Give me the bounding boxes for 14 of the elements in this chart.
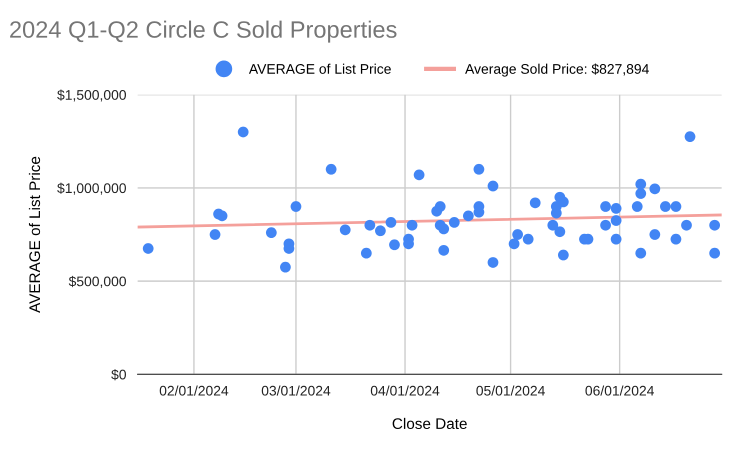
x-tick-label: 05/01/2024 (476, 385, 545, 396)
y-axis-title: AVERAGE of List Price (28, 156, 40, 313)
y-tick-label: $500,000 (68, 276, 126, 288)
legend-label: AVERAGE of List Price (248, 64, 391, 74)
legend-label: Average Sold Price: $827,894 (465, 63, 649, 77)
y-tick-label: $1,000,000 (57, 182, 126, 195)
x-axis-title: Close Date (392, 418, 467, 430)
y-tick-label: $0 (111, 369, 126, 380)
x-tick-label: 02/01/2024 (160, 385, 228, 396)
x-tick-label: 06/01/2024 (585, 385, 654, 396)
x-tick-label: 03/01/2024 (262, 385, 330, 396)
x-tick-label: 04/01/2024 (370, 385, 440, 396)
y-tick-label: $1,500,000 (57, 89, 126, 102)
chart-title: 2024 Q1-Q2 Circle C Sold Properties (10, 20, 397, 43)
